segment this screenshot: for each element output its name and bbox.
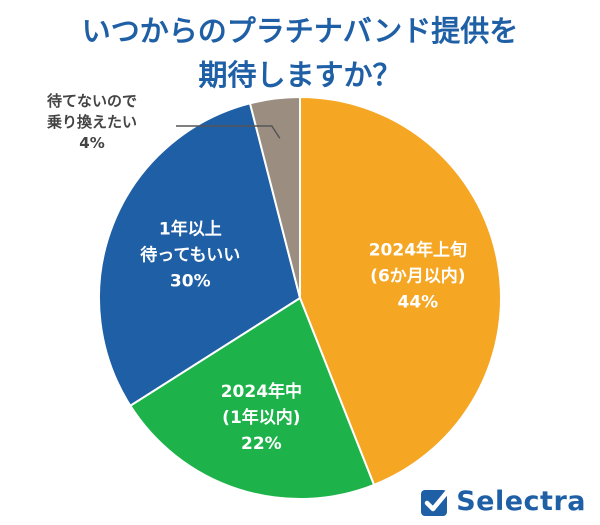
slice-4-value-label: 4% xyxy=(79,134,104,152)
slice-4-label-line-2: 乗り換えたい xyxy=(47,113,137,131)
slice-2-label-line-2: (1年以内) xyxy=(222,407,300,428)
pie-slice-4 xyxy=(248,95,301,299)
slice-1-value-label: 44% xyxy=(398,293,439,313)
slice-3-label-line-2: 待ってもいい xyxy=(140,245,240,266)
chart-title-line-2: 期待しますか？ xyxy=(198,58,402,92)
slice-2-label-line-1: 2024年中 xyxy=(221,381,302,402)
slice-3-label-line-1: 1年以上 xyxy=(159,219,222,240)
brand-name: Selectra xyxy=(456,486,586,517)
slice-4-label-line-1: 待てないので xyxy=(47,92,137,110)
pie-slice-1 xyxy=(299,95,502,487)
pie-slice-3 xyxy=(98,102,302,408)
pie-slice-2 xyxy=(128,296,376,500)
selectra-logo: Selectra xyxy=(420,486,586,517)
slice-2-value-label: 22% xyxy=(241,434,282,454)
slice-1-label-line-2: (6か月以内) xyxy=(370,266,465,287)
checkmark-logo-icon xyxy=(421,488,451,516)
slice-3-value-label: 30% xyxy=(170,272,211,292)
slice-4-leader-line xyxy=(176,125,281,139)
slice-1-label-line-1: 2024年上旬 xyxy=(369,240,467,261)
chart-title-line-1: いつからのプラチナバンド提供を xyxy=(81,14,519,48)
